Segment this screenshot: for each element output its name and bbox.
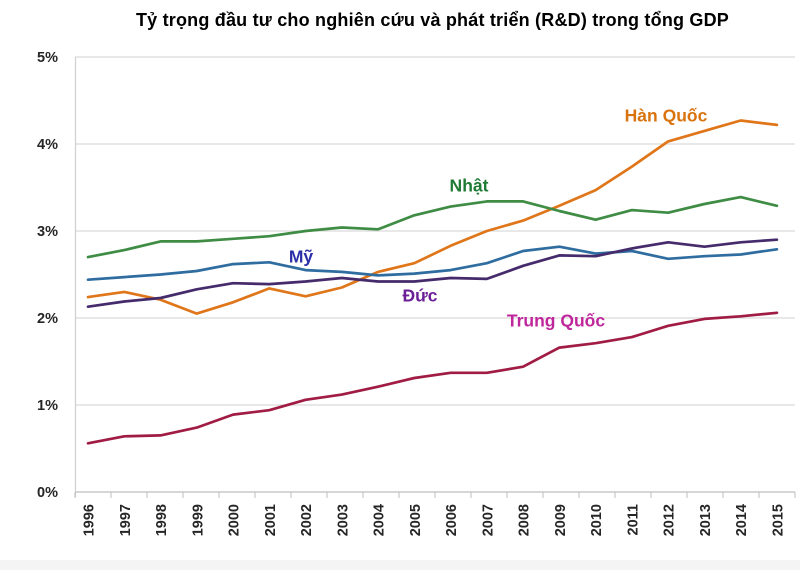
y-tick-label: 4% (37, 137, 58, 153)
x-tick-label: 2013 (698, 504, 714, 536)
x-tick-label: 2007 (480, 504, 496, 536)
x-tick-label: 2005 (408, 504, 424, 536)
chart-title: Tỷ trọng đầu tư cho nghiên cứu và phát t… (135, 10, 730, 30)
x-tick-label: 1997 (118, 504, 134, 536)
series-line-Hàn Quốc (86, 119, 779, 315)
series-line-Nhật (86, 195, 779, 259)
x-tick-label: 2002 (299, 504, 315, 536)
x-tick-label: 2014 (734, 504, 750, 536)
series-line-Mỹ (86, 245, 779, 282)
x-tick-label: 2009 (553, 504, 569, 536)
x-tick-label: 2012 (662, 504, 678, 536)
x-tick-label: 2006 (444, 504, 460, 536)
x-tick-label: 1999 (190, 504, 206, 536)
y-tick-label: 0% (37, 485, 58, 501)
x-tick-label: 2001 (263, 504, 279, 536)
series-line-Trung Quốc (86, 311, 779, 445)
x-tick-label: 2015 (770, 504, 786, 536)
series-line-Đức (86, 238, 779, 309)
x-tick-label: 2010 (589, 504, 605, 536)
x-tick-label: 2000 (227, 504, 243, 536)
y-tick-label: 2% (37, 311, 58, 327)
x-tick-label: 2008 (517, 504, 533, 536)
x-tick-label: 1998 (154, 504, 170, 536)
series-label-my: Mỹ (288, 246, 314, 267)
y-tick-label: 3% (37, 224, 58, 240)
x-tick-label: 2004 (372, 504, 388, 536)
y-tick-label: 1% (37, 398, 58, 414)
y-tick-label: 5% (37, 50, 58, 66)
series-label-trung-quoc: Trung Quốc (506, 310, 606, 331)
x-tick-label: 2011 (625, 504, 641, 535)
series-label-han-quoc: Hàn Quốc (624, 105, 708, 126)
x-tick-label: 1996 (82, 504, 98, 536)
bottom-strip (0, 560, 800, 570)
series-label-duc: Đức (402, 285, 438, 306)
x-tick-label: 2003 (335, 504, 351, 536)
series-label-nhat: Nhật (449, 175, 489, 196)
